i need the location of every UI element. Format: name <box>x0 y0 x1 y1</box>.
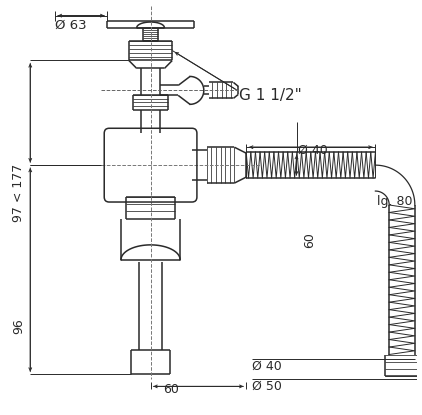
Text: G 1 1/2": G 1 1/2" <box>239 88 302 103</box>
Text: 96: 96 <box>12 319 25 334</box>
Text: Ø 50: Ø 50 <box>252 380 282 393</box>
Text: Ø 40: Ø 40 <box>298 144 328 157</box>
Text: 60: 60 <box>163 383 179 396</box>
Text: lg. 80: lg. 80 <box>377 195 413 208</box>
Text: Ø 40: Ø 40 <box>252 360 282 373</box>
Text: 60: 60 <box>303 232 316 248</box>
Text: Ø 63: Ø 63 <box>55 19 87 32</box>
Text: 97 < 177: 97 < 177 <box>12 164 25 222</box>
